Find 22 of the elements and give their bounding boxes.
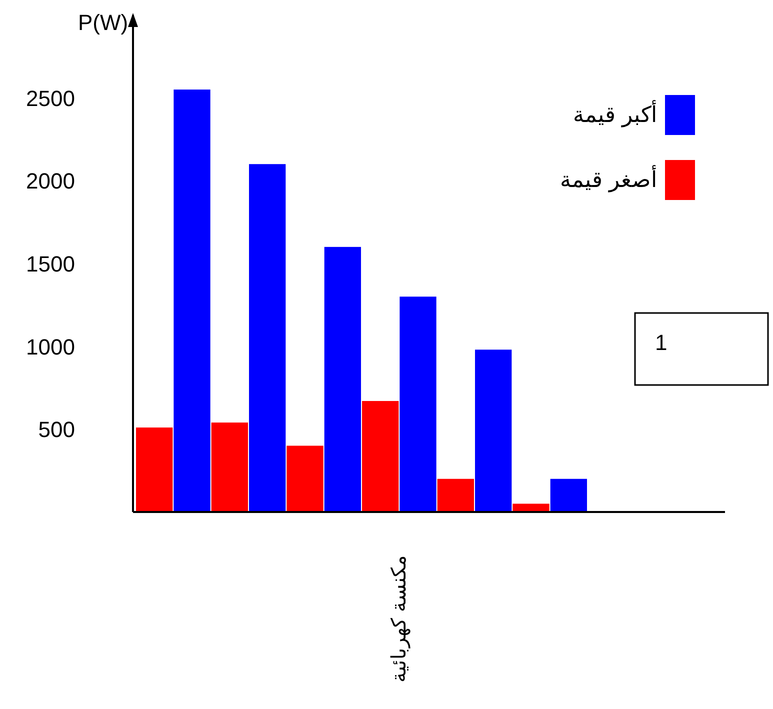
y-tick-label: 1500 [26, 252, 75, 276]
bar [437, 478, 474, 512]
bar [475, 350, 512, 512]
bar [362, 401, 399, 512]
y-tick-label: 2500 [26, 86, 75, 111]
bar [174, 90, 210, 512]
y-tick-label: 2000 [26, 168, 75, 194]
bar [211, 422, 248, 512]
y-tick-label: 500 [38, 417, 75, 442]
bar [512, 504, 550, 512]
bar [400, 296, 436, 512]
bar [249, 164, 286, 512]
bar [286, 446, 324, 512]
bar [550, 478, 587, 512]
text: 1 [655, 330, 668, 355]
y-axis-title: P(W) [78, 10, 128, 35]
text: مكنسة كهربائية [388, 555, 411, 683]
y-tick-label: 1000 [26, 334, 75, 360]
legend-label: أصغر قيمة [560, 164, 657, 193]
bar [324, 246, 361, 512]
bar [136, 428, 173, 512]
legend-label: أكبر قيمة [572, 99, 657, 128]
